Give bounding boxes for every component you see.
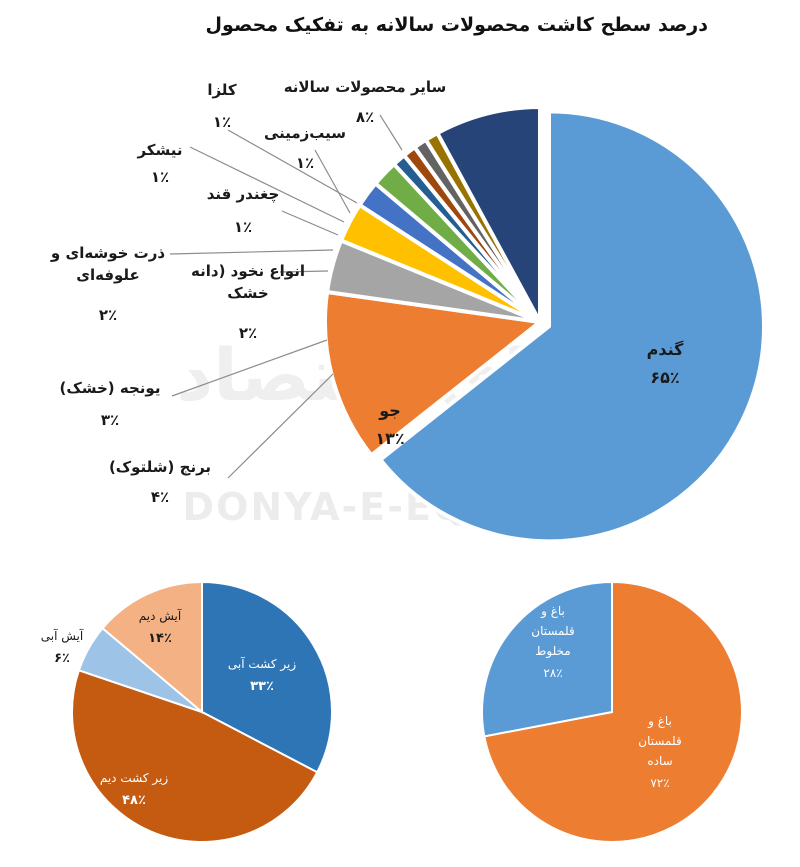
slice-name: یونجه (خشک): [60, 379, 161, 397]
slice-value-label: ۱۳٪: [375, 429, 404, 448]
slice-name: نیشکر: [136, 141, 182, 159]
slice-name-line-0: باغ و: [540, 604, 565, 619]
pie-slice: [201, 580, 333, 774]
slice-value-label: ۱٪: [151, 168, 169, 186]
slice-name-line-0: انواع نخود (دانه: [191, 262, 305, 280]
slice-name: زیر کشت دیم: [100, 771, 168, 786]
slice-value-label: ۲٪: [239, 324, 257, 342]
slice-name: گندم: [647, 340, 685, 359]
slice-name: سایر محصولات سالانه: [284, 78, 447, 96]
leader-line: [227, 373, 334, 479]
slice-value-label: ۶۵٪: [650, 368, 679, 387]
land-use-pie-chart: زیر کشت آبی ۳۳٪ زیر کشت دیم ۴۸٪ آیش آبی ۶٪ آیش…: [41, 580, 333, 844]
slice-name-line-0: باغ و: [647, 714, 672, 729]
slice-name: زیر کشت آبی: [228, 656, 296, 672]
slice-name-line-2: ساده: [647, 754, 672, 768]
leader-line: [314, 149, 351, 214]
slice-value-label: ۱٪: [234, 218, 252, 236]
leader-line: [281, 210, 339, 236]
slice-name: چغندر قند: [207, 185, 280, 204]
pie-slice: [435, 105, 542, 324]
slice-name-line-1: خشک: [227, 284, 268, 302]
leader-line: [171, 339, 328, 397]
slice-name-line-0: ذرت خوشه‌ای و: [50, 244, 165, 262]
slice-name: برنج (شلتوک): [109, 458, 211, 476]
pie-slice: [378, 109, 766, 544]
slice-name: جو: [378, 401, 401, 420]
pie-slice: [481, 580, 613, 738]
slice-name: کلزا: [207, 81, 237, 99]
slice-value-label: ۱٪: [213, 113, 231, 131]
slice-value-label: ۸٪: [356, 108, 374, 126]
slice-value-label: ۱٪: [296, 154, 314, 172]
slice-value-label: ۱۴٪: [148, 631, 172, 646]
slice-value-label: ۳٪: [101, 411, 119, 429]
slice-value-label: ۷۲٪: [650, 776, 669, 790]
main-pie-chart: گندم ۶۵٪ جو ۱۳٪ برنج (شلتوک) ۴٪ یونجه (خشک) ۳٪ ا…: [50, 78, 766, 544]
slice-name-line-2: مخلوط: [535, 644, 570, 659]
slice-name: آیش آبی: [41, 628, 84, 644]
slice-name: سیب‌زمینی: [264, 124, 346, 142]
leader-line: [227, 129, 358, 204]
leader-line: [279, 270, 329, 273]
slice-name: آیش دیم: [139, 608, 182, 624]
pie-slice: [323, 290, 542, 458]
chart-title: درصد سطح کاشت محصولات سالانه به تفکیک مح…: [205, 14, 708, 36]
slice-value-label: ۴۸٪: [122, 793, 146, 808]
slice-name-line-1: قلمستان: [638, 734, 681, 748]
slice-value-label: ۶٪: [54, 651, 70, 666]
pie-slice: [101, 580, 203, 715]
pie-slice: [483, 580, 743, 843]
slice-value-label: ۳۳٪: [250, 679, 274, 694]
orchard-pie-chart: باغ و قلمستان ساده ۷۲٪ باغ و قلمستان مخلوط ۲۸٪: [481, 580, 743, 843]
slice-value-label: ۲٪: [99, 306, 117, 324]
leader-line: [379, 114, 403, 151]
slice-name-line-1: قلمستان: [531, 624, 574, 638]
pie-slice: [71, 669, 319, 844]
leader-line: [169, 249, 334, 255]
slice-name-line-1: علوفه‌ای: [76, 266, 140, 284]
leader-line: [189, 146, 345, 223]
slice-value-label: ۴٪: [151, 488, 169, 506]
slice-value-label: ۲۸٪: [543, 666, 562, 680]
